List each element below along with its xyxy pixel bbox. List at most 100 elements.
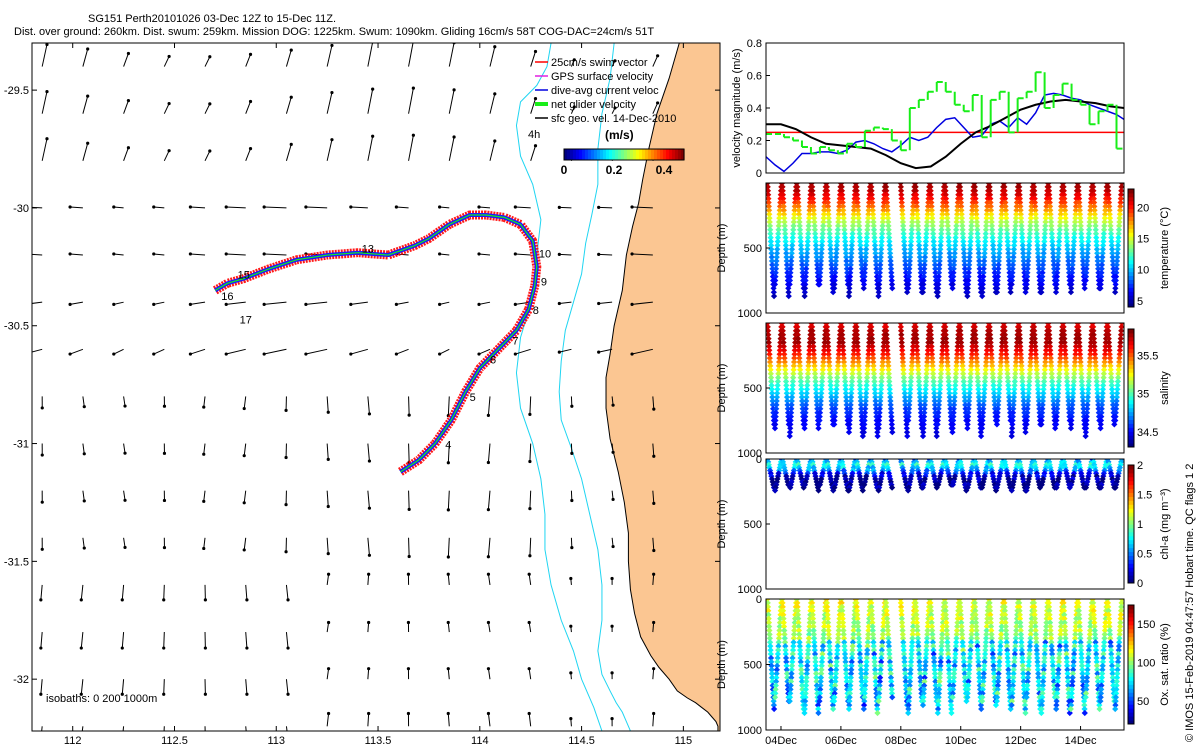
- temperature-sample: [1116, 218, 1123, 226]
- map-ytick-label: -32: [13, 674, 29, 686]
- temperature-sample: [1100, 230, 1107, 237]
- temperature-sample: [1076, 207, 1083, 214]
- temperature-sample: [1116, 222, 1123, 230]
- current-arrow-head: [326, 667, 331, 671]
- salinity-sample: [794, 323, 801, 331]
- net-glider-path: [214, 214, 538, 473]
- temperature-sample: [949, 285, 956, 292]
- temperature-sample: [991, 261, 998, 269]
- temperature-colorbar-cell: [1128, 283, 1134, 288]
- salinity-sample: [849, 362, 857, 370]
- current-arrow: [631, 301, 653, 305]
- chla-colorbar-cell: [1128, 516, 1134, 521]
- temperature-colorbar-cell: [1128, 271, 1134, 277]
- current-arrow-head: [123, 451, 127, 455]
- temperature-colorbar-cell: [1128, 248, 1134, 253]
- temperature-sample: [1104, 183, 1112, 191]
- temperature-sample: [1117, 191, 1124, 198]
- salinity-sample: [801, 425, 808, 432]
- temperature-colorbar-cell: [1128, 291, 1134, 296]
- current-arrow-head: [367, 620, 371, 625]
- chla-colorbar-cell: [1128, 524, 1134, 529]
- temperature-scatter: [766, 183, 1124, 300]
- current-arrow-head: [411, 133, 415, 137]
- temperature-sample: [1076, 211, 1084, 218]
- salinity-sample: [869, 347, 876, 354]
- salinity-sample: [930, 382, 937, 389]
- temperature-colorbar-cell: [1128, 251, 1134, 257]
- temperature-sample: [1116, 207, 1124, 214]
- temperature-sample: [1025, 246, 1032, 253]
- temperature-sample: [1112, 277, 1119, 284]
- current-arrow: [82, 537, 85, 549]
- oxygen-sample: [905, 709, 912, 717]
- temperature-sample: [1085, 234, 1092, 241]
- temperature-sample: [1049, 242, 1056, 249]
- colorbar-cell: [663, 149, 667, 160]
- chla-colorbar-cell: [1128, 543, 1134, 549]
- current-arrow: [528, 574, 532, 585]
- temperature-sample: [1023, 285, 1030, 292]
- temperature-sample: [1093, 242, 1100, 249]
- current-arrow-head: [493, 45, 497, 49]
- current-arrow: [447, 443, 450, 463]
- current-arrow: [439, 206, 450, 209]
- temperature-sample: [1100, 226, 1108, 233]
- current-arrow-head: [86, 94, 90, 98]
- salinity-ytick-label: 500: [744, 383, 762, 395]
- chla-ytick-label: 0: [756, 454, 762, 466]
- temperature-sample: [1043, 207, 1050, 214]
- colorbar-cell: [624, 149, 628, 160]
- current-arrow: [81, 726, 84, 731]
- current-arrow-head: [203, 598, 207, 602]
- current-arrow-head: [446, 667, 450, 671]
- temperature-colorbar-cell: [1128, 263, 1134, 269]
- temperature-sample: [1091, 211, 1098, 218]
- temperature-colorbar-cell: [1128, 244, 1134, 249]
- temperature-colorbar-cell: [1128, 232, 1134, 237]
- current-arrow-head: [411, 86, 415, 90]
- current-arrow-head: [533, 144, 538, 148]
- temperature-sample: [994, 281, 1001, 288]
- temperature-sample: [1052, 289, 1060, 296]
- current-arrow-head: [611, 544, 615, 549]
- current-arrow-head: [570, 498, 574, 503]
- current-arrow: [153, 206, 165, 209]
- temperature-sample: [1026, 238, 1033, 245]
- temperature-sample: [1071, 230, 1078, 237]
- temperature-sample: [1033, 234, 1041, 241]
- current-arrow-head: [112, 302, 116, 306]
- temperature-sample: [861, 265, 869, 272]
- salinity-sample: [832, 405, 839, 412]
- temperature-sample: [1079, 246, 1086, 253]
- colorbar-cell: [567, 149, 571, 160]
- temperature-sample: [1058, 199, 1065, 206]
- current-arrow-head: [68, 205, 72, 209]
- chla-colorbar-cell: [1128, 465, 1134, 470]
- temperature-sample: [1031, 199, 1039, 206]
- salinity-sample: [827, 382, 834, 389]
- colorbar-cell: [600, 149, 604, 160]
- map-ytick-label: -29.5: [4, 85, 29, 97]
- land-area: [606, 43, 720, 731]
- salinity-sample: [838, 323, 845, 331]
- chla-colorbar-tick-label: 0: [1137, 578, 1143, 590]
- current-arrow-head: [557, 205, 561, 209]
- temperature-sample: [1025, 253, 1032, 261]
- temperature-sample: [1072, 214, 1079, 222]
- temperature-sample: [843, 265, 851, 272]
- temperature-sample: [814, 261, 821, 269]
- current-arrow: [447, 396, 450, 416]
- temperature-sample: [1035, 253, 1042, 261]
- salinity-sample: [917, 405, 924, 412]
- temperature-sample: [1108, 234, 1115, 241]
- current-arrow: [121, 631, 125, 649]
- current-arrow: [204, 150, 211, 162]
- salinity-sample: [863, 386, 870, 393]
- temperature-sample: [1105, 199, 1113, 206]
- current-arrow: [326, 139, 333, 161]
- temperature-sample: [1064, 253, 1072, 261]
- temperature-sample: [1025, 250, 1032, 257]
- temperature-sample: [1031, 191, 1038, 198]
